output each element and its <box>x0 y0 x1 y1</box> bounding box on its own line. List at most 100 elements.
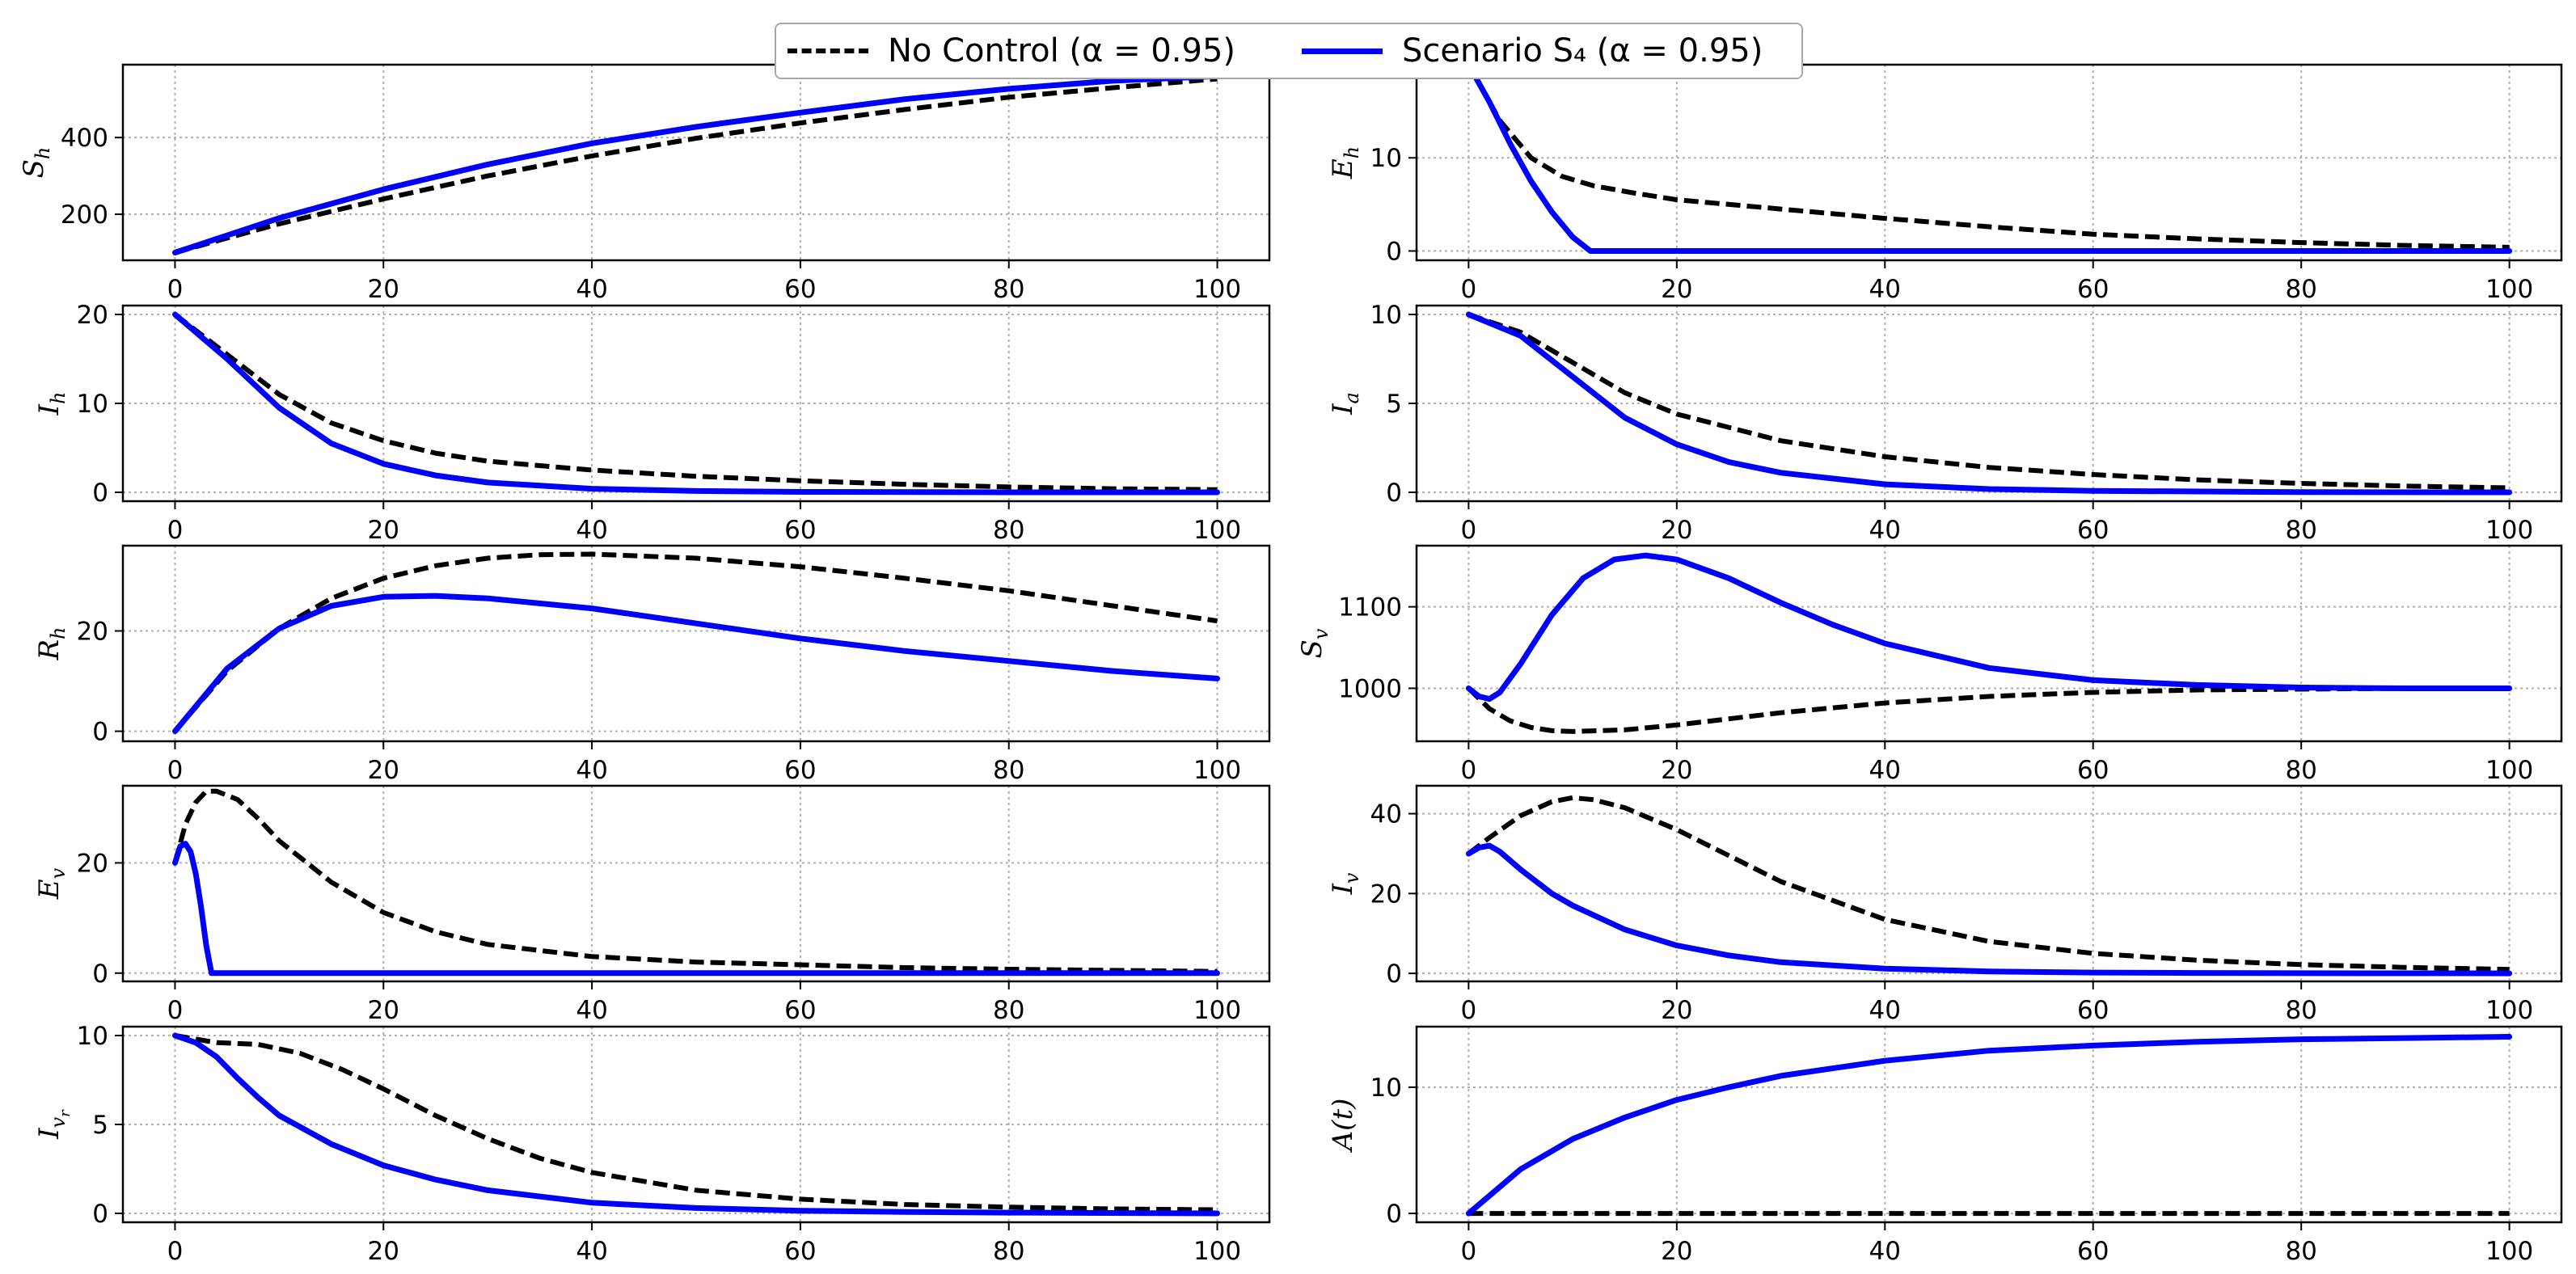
x-tick-label: 80 <box>2285 516 2316 545</box>
x-tick-label: 0 <box>1460 516 1476 545</box>
axes-frame <box>1415 784 2563 983</box>
x-tick-label: 80 <box>993 996 1024 1025</box>
y-axis-label: Ih <box>33 392 70 416</box>
x-tick-label: 60 <box>784 996 816 1025</box>
y-tick-label: 10 <box>1370 144 1402 173</box>
x-tick-label: 60 <box>784 275 816 304</box>
y-tick-label: 20 <box>77 301 108 330</box>
x-tick-label: 0 <box>167 516 184 545</box>
x-tick-label: 60 <box>2077 756 2109 785</box>
legend-label-scenario: Scenario S₄ (α = 0.95) <box>1402 32 1763 70</box>
y-tick-label: 1000 <box>1338 674 1402 703</box>
y-tick-label: 200 <box>61 200 108 230</box>
subplot-a-t-: 0 20 40 60 80 100 0 10 A(t) <box>1327 1025 2563 1266</box>
y-tick-label: 10 <box>1370 301 1402 330</box>
x-tick-label: 20 <box>368 1237 399 1266</box>
x-tick-label: 40 <box>576 275 607 304</box>
series-scenario-s4 <box>1465 1034 2513 1217</box>
y-tick-label: 0 <box>92 1200 108 1229</box>
y-tick-label: 10 <box>1370 1074 1402 1103</box>
legend-label-no-control: No Control (α = 0.95) <box>888 32 1235 70</box>
y-tick-label: 0 <box>92 960 108 989</box>
x-tick-label: 80 <box>2285 275 2316 304</box>
x-tick-label: 40 <box>1869 516 1901 545</box>
x-tick-label: 20 <box>368 756 399 785</box>
x-tick-label: 60 <box>784 756 816 785</box>
x-tick-label: 60 <box>784 1237 816 1266</box>
x-tick-label: 80 <box>2285 996 2316 1025</box>
y-axis-label: Sh <box>18 147 54 179</box>
legend: No Control (α = 0.95) Scenario S₄ (α = 0… <box>775 23 1803 79</box>
subplot-i-v: 0 20 40 60 80 100 0 20 40 Iv <box>1327 784 2563 1025</box>
x-tick-label: 20 <box>368 996 399 1025</box>
axes-frame <box>121 63 1271 262</box>
series-no-control <box>1467 686 2510 734</box>
series-no-control <box>1467 795 2510 972</box>
series-scenario-s4 <box>172 311 1220 496</box>
series-no-control <box>1466 65 2510 250</box>
x-tick-label: 80 <box>993 1237 1024 1266</box>
x-tick-label: 40 <box>1869 1237 1901 1266</box>
y-axis-label: Ivr <box>33 1109 74 1140</box>
series-scenario-s4 <box>172 593 1220 735</box>
y-tick-label: 20 <box>1370 880 1402 909</box>
x-tick-label: 40 <box>1869 996 1901 1025</box>
x-tick-label: 20 <box>368 516 399 545</box>
x-tick-label: 40 <box>576 756 607 785</box>
subplot-i-v-r: 0 20 40 60 80 100 0 5 10 Ivr <box>33 1022 1271 1266</box>
x-tick-label: 0 <box>1460 275 1476 304</box>
y-tick-label: 5 <box>92 1111 108 1140</box>
axes-frame <box>1415 63 2563 262</box>
y-axis-label: Eh <box>1327 146 1363 179</box>
x-tick-label: 40 <box>576 516 607 545</box>
series-scenario-s4 <box>1465 552 2513 702</box>
series-scenario-s4 <box>1465 65 2513 254</box>
x-tick-label: 0 <box>167 1237 184 1266</box>
x-tick-label: 60 <box>2077 1237 2109 1266</box>
series-scenario-s4 <box>172 73 1220 255</box>
x-tick-label: 100 <box>1193 516 1241 545</box>
series-no-control <box>174 1033 1218 1213</box>
y-tick-label: 0 <box>1386 1200 1402 1229</box>
series-no-control <box>173 551 1218 733</box>
series-scenario-s4 <box>1465 311 2513 496</box>
x-tick-label: 80 <box>993 516 1024 545</box>
x-tick-label: 0 <box>1460 996 1476 1025</box>
y-tick-label: 0 <box>92 718 108 747</box>
axes-frame <box>1415 544 2563 743</box>
y-tick-label: 400 <box>61 124 108 153</box>
y-tick-label: 10 <box>77 1022 108 1051</box>
x-tick-label: 0 <box>167 996 184 1025</box>
legend-dashed-line <box>788 49 868 53</box>
y-axis-label: A(t) <box>1327 1099 1359 1154</box>
y-axis-label: Ia <box>1327 392 1363 416</box>
x-tick-label: 40 <box>1869 756 1901 785</box>
x-tick-label: 80 <box>993 756 1024 785</box>
x-tick-label: 100 <box>1193 996 1241 1025</box>
x-tick-label: 40 <box>576 1237 607 1266</box>
series-no-control <box>1467 312 2510 491</box>
y-axis-label: Sv <box>1296 628 1332 658</box>
x-tick-label: 80 <box>2285 756 2316 785</box>
legend-item-no-control: No Control (α = 0.95) <box>788 24 1235 78</box>
y-tick-label: 10 <box>77 390 108 419</box>
axes-frame <box>121 544 1271 743</box>
x-tick-label: 80 <box>993 275 1024 304</box>
series-no-control <box>173 312 1218 492</box>
x-tick-label: 60 <box>2077 516 2109 545</box>
subplot-i-a: 0 20 40 60 80 100 0 5 10 Ia <box>1327 301 2563 545</box>
x-tick-label: 40 <box>576 996 607 1025</box>
x-tick-label: 100 <box>2485 1237 2533 1266</box>
x-tick-label: 100 <box>2485 516 2533 545</box>
x-tick-label: 100 <box>2485 756 2533 785</box>
x-tick-label: 0 <box>1460 756 1476 785</box>
y-tick-label: 1100 <box>1338 593 1402 622</box>
x-tick-label: 100 <box>1193 275 1241 304</box>
y-tick-label: 40 <box>1370 800 1402 829</box>
series-no-control <box>174 76 1218 255</box>
